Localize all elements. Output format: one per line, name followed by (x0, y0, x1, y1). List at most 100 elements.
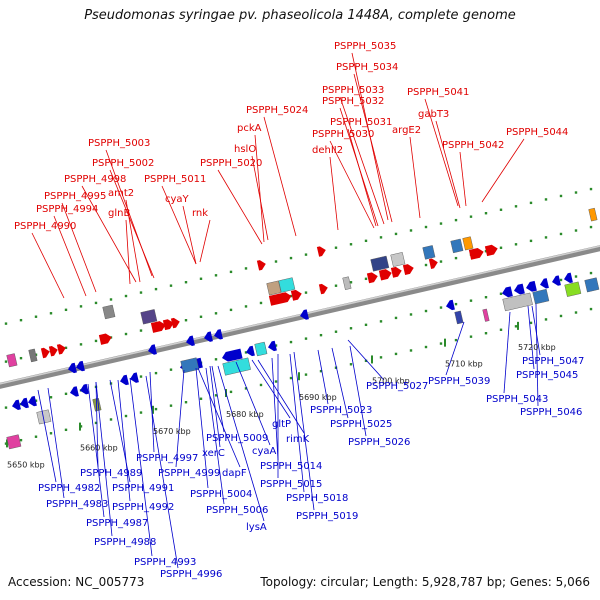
reverse-gene-shape (76, 360, 85, 372)
reverse-gene (20, 397, 29, 409)
feature-box-shape (342, 276, 352, 290)
track-dot (4, 360, 8, 363)
track-dot (169, 284, 173, 287)
forward-gene-shape (484, 244, 498, 257)
track-dot (64, 428, 68, 432)
track-dot (379, 236, 383, 239)
reverse-gene-shape (204, 331, 213, 342)
track-dot (439, 222, 443, 225)
feature-box-shape (6, 353, 18, 368)
reverse-gene (214, 329, 223, 340)
reverse-gene-shape (246, 345, 255, 357)
forward-label: argE2 (392, 125, 421, 136)
track-dot (49, 432, 53, 435)
feature-box-shape (254, 341, 268, 357)
feature-box (6, 434, 22, 450)
track-dot (49, 396, 53, 399)
reverse-gene-shape (564, 272, 573, 284)
forward-leader (217, 169, 263, 245)
reverse-gene-shape (268, 340, 277, 352)
track-dot (544, 198, 548, 201)
forward-leader (125, 219, 131, 285)
feature-box-shape (390, 252, 406, 267)
track-dot (64, 392, 68, 396)
track-dot (394, 232, 398, 236)
forward-label: PSPPH_5003 (88, 138, 150, 149)
forward-gene-shape (468, 248, 484, 260)
track-dot (34, 399, 38, 402)
track-dot (469, 299, 473, 302)
reverse-gene (204, 331, 213, 342)
track-dot (364, 277, 368, 281)
forward-label: gabT3 (418, 109, 449, 120)
track-dot (64, 346, 68, 350)
reverse-gene-shape (540, 278, 549, 289)
track-dot (289, 256, 293, 260)
reverse-gene (12, 399, 21, 410)
forward-label: PSPPH_4990 (14, 221, 76, 232)
reverse-leader (205, 367, 225, 505)
forward-label: rnk (192, 208, 208, 219)
reverse-gene-shape (130, 372, 139, 383)
feature-box (584, 277, 600, 293)
feature-box-shape (278, 277, 296, 293)
reverse-leader (271, 357, 279, 461)
track-dot (334, 246, 338, 249)
reverse-label: dapF (222, 468, 247, 479)
track-dot (244, 387, 248, 390)
reverse-gene (222, 348, 243, 362)
track-dot (394, 316, 398, 320)
track-dot (559, 278, 563, 282)
forward-leader (481, 138, 525, 203)
track-dot (514, 205, 518, 208)
feature-box-shape (502, 292, 533, 312)
track-dot (424, 345, 428, 349)
track-dot (334, 366, 338, 369)
forward-leader (459, 151, 467, 207)
tick-label: 5710 kbp (445, 360, 483, 369)
forward-gene (290, 289, 302, 301)
track-dot (229, 390, 233, 394)
reverse-gene-shape (20, 397, 29, 409)
track-dot (139, 329, 143, 332)
forward-leader (182, 205, 197, 265)
genome-backbone (0, 245, 600, 389)
feature-box-shape (462, 236, 474, 251)
reverse-leader (331, 347, 349, 419)
reverse-gene-shape (120, 374, 129, 386)
track-dot (169, 404, 173, 407)
feature-box (28, 348, 38, 363)
reverse-gene-shape (214, 329, 223, 340)
forward-gene-shape (428, 258, 438, 269)
forward-label: PSPPH_5011 (144, 174, 206, 185)
track-dot (454, 302, 458, 306)
track-dot (124, 414, 128, 418)
reverse-label: PSPPH_5027 (366, 381, 428, 392)
forward-gene-shape (170, 317, 180, 329)
reverse-gene-shape (186, 335, 195, 346)
reverse-label: PSPPH_4989 (80, 468, 142, 479)
forward-gene (378, 269, 392, 281)
reverse-gene (514, 283, 525, 295)
track-dot (124, 332, 128, 336)
track-dot (169, 368, 173, 371)
forward-gene-shape (316, 246, 326, 257)
track-dot (304, 253, 308, 256)
feature-box (6, 353, 18, 368)
forward-leader (53, 215, 87, 297)
track-dot (139, 291, 143, 294)
reverse-label: gltP (272, 419, 291, 430)
reverse-gene (526, 280, 537, 292)
track-dot (199, 277, 203, 280)
feature-box-shape (482, 308, 490, 322)
forward-leader (353, 73, 393, 223)
track-dot (184, 281, 188, 284)
forward-gene-shape (390, 266, 402, 278)
reverse-leader (503, 311, 511, 394)
track-dot (559, 314, 563, 318)
feature-box (532, 288, 550, 305)
forward-gene-shape (378, 269, 392, 281)
track-dot (94, 301, 98, 305)
forward-leader (263, 116, 297, 237)
track-dot (499, 208, 503, 211)
